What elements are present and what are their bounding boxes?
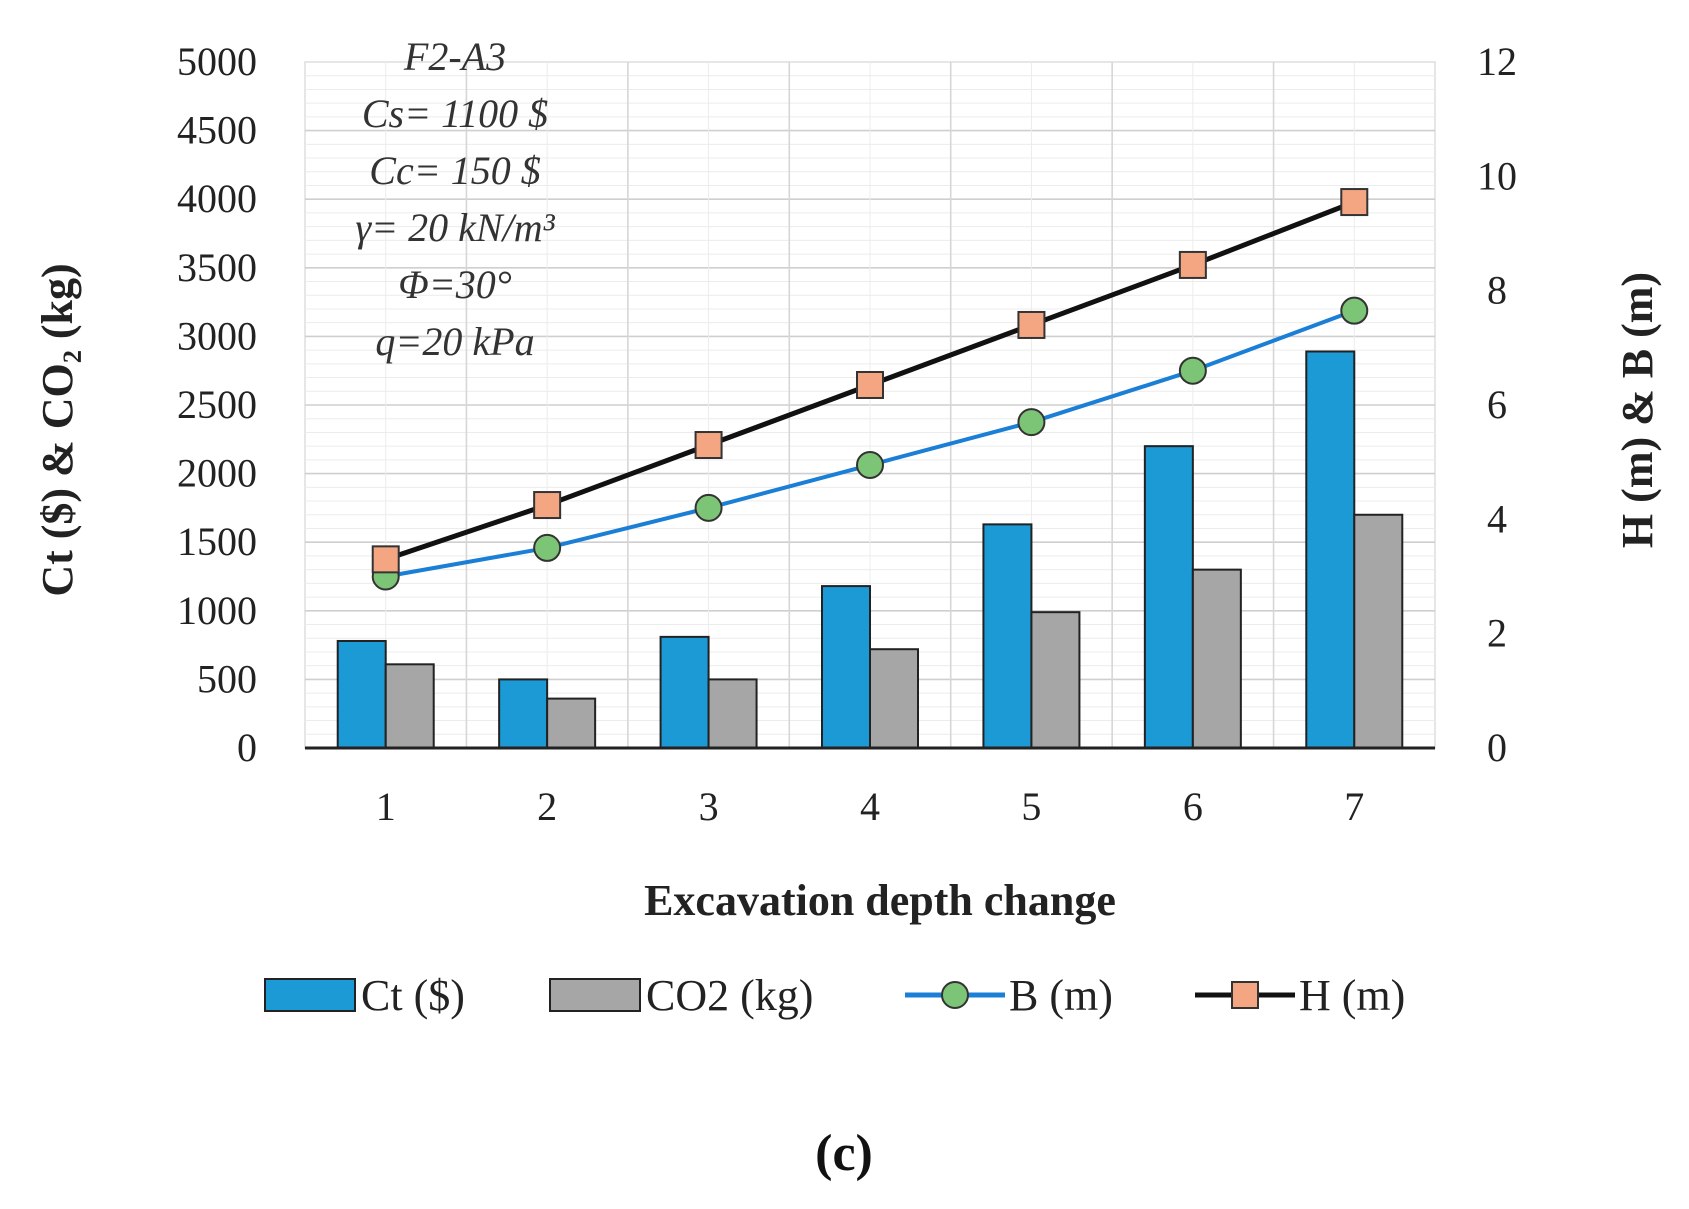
point-b-6	[1178, 356, 1207, 385]
right-tick-label: 2	[1487, 611, 1507, 656]
legend-swatch-ct	[264, 978, 356, 1012]
point-h-5	[1017, 310, 1046, 339]
x-axis-ticks: 1 2 3 4 5 6 7	[376, 784, 1365, 829]
x-axis-title: Excavation depth change	[644, 876, 1116, 925]
legend-label-b: B (m)	[1009, 971, 1113, 1020]
legend-label-h: H (m)	[1299, 971, 1405, 1020]
point-h-7	[1340, 188, 1369, 217]
annotation-line: Cc= 150 $	[369, 148, 540, 193]
right-axis-title: H (m) & B (m)	[1613, 272, 1662, 548]
bar-co2-1	[384, 663, 435, 749]
left-tick-label: 500	[197, 656, 257, 701]
right-tick-label: 12	[1477, 39, 1517, 84]
left-tick-label: 1500	[177, 519, 257, 564]
bar-ct-1	[336, 639, 387, 750]
left-tick-label: 4500	[177, 108, 257, 153]
legend-marker-h	[1231, 981, 1259, 1009]
legend-marker-b	[941, 981, 969, 1009]
bar-ct-2	[498, 678, 549, 750]
point-h-3	[694, 431, 723, 460]
point-h-6	[1178, 250, 1207, 279]
right-tick-label: 8	[1487, 268, 1507, 313]
bar-co2-5	[1030, 611, 1081, 749]
lines	[371, 188, 1369, 591]
annotation-line: F2-A3	[403, 34, 506, 79]
point-b-4	[856, 451, 884, 480]
point-b-7	[1340, 296, 1369, 325]
left-tick-label: 5000	[177, 39, 257, 84]
left-tick-label: 0	[237, 725, 257, 770]
point-b-2	[533, 533, 562, 562]
x-tick-label: 6	[1183, 784, 1203, 829]
annotation-line: γ= 20 kN/m³	[355, 205, 555, 250]
bar-co2-7	[1353, 513, 1404, 750]
point-h-4	[856, 370, 884, 399]
legend-label-ct: Ct ($)	[361, 971, 465, 1020]
x-tick-label: 5	[1021, 784, 1041, 829]
left-axis-ticks: 0 500 1000 1500 2000 2500 3000 3500 4000 4500 5000	[177, 39, 257, 770]
left-tick-label: 1000	[177, 588, 257, 633]
legend-swatch-co2	[549, 978, 641, 1012]
panel-label: (c)	[815, 1125, 873, 1182]
annotation-line: q=20 kPa	[375, 319, 534, 364]
point-h-2	[533, 491, 562, 520]
left-tick-label: 4000	[177, 176, 257, 221]
point-h-1	[371, 545, 400, 574]
legend-label-co2: CO2 (kg)	[646, 971, 813, 1020]
bar-co2-4	[869, 648, 919, 749]
bar-co2-6	[1191, 568, 1242, 750]
point-b-3	[694, 493, 723, 522]
x-tick-label: 3	[699, 784, 719, 829]
bar-ct-7	[1305, 350, 1356, 749]
left-tick-label: 3000	[177, 313, 257, 358]
bars	[336, 350, 1404, 750]
annotation-line: Cs= 1100 $	[362, 91, 548, 136]
right-tick-label: 0	[1487, 725, 1507, 770]
bar-co2-3	[707, 678, 758, 750]
bar-ct-5	[982, 523, 1033, 750]
bar-ct-4	[821, 585, 871, 749]
bar-ct-6	[1143, 445, 1194, 749]
x-tick-label: 7	[1344, 784, 1364, 829]
legend: Ct ($) CO2 (kg) B (m) H (m)	[264, 971, 1405, 1020]
parameter-annotations: F2-A3 Cs= 1100 $ Cc= 150 $ γ= 20 kN/m³ Φ=30°…	[355, 34, 555, 364]
bar-co2-2	[546, 697, 597, 749]
left-tick-label: 3500	[177, 245, 257, 290]
bar-ct-3	[659, 635, 710, 749]
x-tick-label: 1	[376, 784, 396, 829]
x-tick-label: 4	[860, 784, 880, 829]
point-b-5	[1017, 408, 1046, 437]
annotation-line: Φ=30°	[398, 262, 511, 307]
right-tick-label: 10	[1477, 153, 1517, 198]
left-tick-label: 2000	[177, 451, 257, 496]
left-axis-title: Ct ($) & CO₂ (kg)	[33, 263, 82, 596]
right-axis-ticks: 0 2 4 6 8 10 12	[1477, 39, 1517, 770]
right-tick-label: 6	[1487, 382, 1507, 427]
x-tick-label: 2	[537, 784, 557, 829]
right-tick-label: 4	[1487, 496, 1507, 541]
left-tick-label: 2500	[177, 382, 257, 427]
